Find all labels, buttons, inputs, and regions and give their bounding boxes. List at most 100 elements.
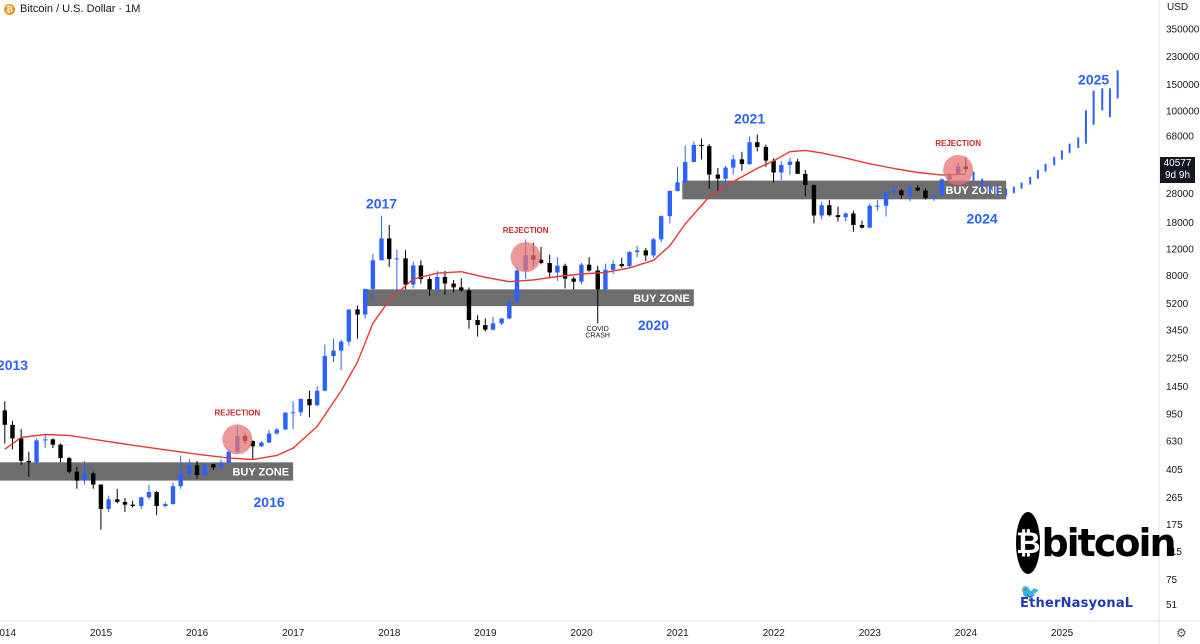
candle bbox=[795, 158, 800, 174]
y-tick-label: 75 bbox=[1166, 575, 1178, 586]
candle-body bbox=[843, 213, 848, 218]
candle-body bbox=[427, 279, 432, 290]
candle-body bbox=[226, 451, 231, 463]
y-tick-label: 150000 bbox=[1166, 80, 1200, 91]
candle bbox=[651, 237, 656, 258]
candle-body bbox=[579, 264, 584, 282]
candle bbox=[490, 316, 496, 331]
x-tick-label: 2014 bbox=[0, 628, 16, 639]
candle bbox=[170, 482, 176, 505]
buy-zone-band bbox=[365, 289, 694, 307]
candle-body bbox=[819, 205, 824, 216]
candle bbox=[91, 471, 96, 489]
candle-body bbox=[346, 309, 352, 342]
candle-body bbox=[691, 144, 697, 163]
candle-body bbox=[42, 439, 48, 441]
candle-body bbox=[411, 265, 416, 285]
projection-candle bbox=[1092, 90, 1095, 125]
candle bbox=[298, 398, 303, 417]
projection-candle bbox=[1060, 150, 1063, 160]
candle-body bbox=[538, 259, 544, 263]
candle bbox=[571, 276, 576, 290]
candle-body bbox=[603, 269, 608, 290]
currency-label[interactable]: USD bbox=[1167, 2, 1189, 13]
candle bbox=[843, 212, 848, 222]
y-tick-label: 100000 bbox=[1166, 106, 1200, 117]
candle-body bbox=[651, 239, 656, 256]
candle-body bbox=[475, 320, 480, 326]
candle bbox=[675, 166, 680, 192]
candle bbox=[939, 178, 944, 197]
candle bbox=[18, 429, 24, 466]
candle-body bbox=[250, 440, 255, 447]
candle-body bbox=[507, 301, 512, 319]
candle-body bbox=[731, 159, 736, 168]
candle bbox=[355, 305, 360, 339]
candle bbox=[827, 200, 832, 217]
candle bbox=[211, 463, 216, 470]
candle bbox=[370, 254, 376, 300]
rejection-circle bbox=[222, 424, 253, 455]
candle-body bbox=[187, 465, 192, 474]
candle-body bbox=[490, 323, 496, 330]
candle bbox=[547, 254, 552, 278]
candle-body bbox=[115, 499, 120, 502]
bitcoin-coin-icon: ₿ bbox=[1016, 512, 1041, 574]
candle-body bbox=[122, 501, 128, 505]
candle-body bbox=[170, 486, 176, 505]
candle bbox=[715, 167, 721, 192]
candle bbox=[26, 451, 32, 477]
annotation-label: COVID bbox=[587, 326, 609, 333]
candle-body bbox=[499, 318, 504, 324]
y-tick-label: 2250 bbox=[1166, 353, 1189, 364]
candle bbox=[146, 484, 152, 500]
candle-body bbox=[466, 290, 472, 320]
candle-body bbox=[442, 276, 448, 284]
candle bbox=[387, 224, 392, 268]
candle bbox=[747, 136, 752, 165]
candle bbox=[739, 151, 745, 171]
candle bbox=[643, 247, 648, 261]
candle bbox=[250, 440, 255, 460]
projection-candle bbox=[972, 171, 975, 181]
buy-zone-label: BUY ZONE bbox=[633, 293, 690, 305]
candle bbox=[346, 309, 352, 346]
y-tick-label: 230000 bbox=[1166, 52, 1200, 63]
x-tick-label: 2022 bbox=[763, 628, 786, 639]
candle bbox=[595, 265, 600, 324]
candle bbox=[42, 435, 48, 449]
candle bbox=[682, 145, 688, 184]
candle-body bbox=[66, 458, 72, 472]
y-tick-label: 12000 bbox=[1166, 244, 1194, 255]
candle bbox=[266, 429, 272, 444]
candle-body bbox=[715, 174, 721, 179]
projection-candle bbox=[1084, 110, 1087, 144]
candle bbox=[634, 245, 640, 258]
candle-body bbox=[899, 190, 904, 196]
x-tick-label: 2023 bbox=[859, 628, 882, 639]
candle bbox=[915, 184, 920, 192]
candle-body bbox=[643, 250, 648, 256]
chart-title: Bitcoin / U.S. Dollar · 1M bbox=[20, 3, 141, 15]
candle bbox=[307, 390, 312, 418]
candle bbox=[82, 460, 87, 485]
chart-header[interactable]: ₿ Bitcoin / U.S. Dollar · 1M bbox=[4, 2, 140, 16]
annotation-label: CRASH bbox=[585, 333, 610, 340]
candle bbox=[106, 495, 111, 512]
candle-body bbox=[891, 190, 896, 193]
x-tick-label: 2016 bbox=[186, 628, 209, 639]
candle bbox=[499, 318, 504, 326]
gear-icon[interactable]: ⚙ bbox=[1176, 626, 1187, 640]
moving-average bbox=[4, 149, 966, 461]
candle-body bbox=[658, 216, 664, 240]
candle bbox=[819, 201, 824, 220]
candle-body bbox=[755, 142, 760, 147]
candle-body bbox=[747, 142, 752, 165]
candle bbox=[418, 260, 424, 284]
candle-body bbox=[610, 263, 616, 270]
candle-body bbox=[803, 173, 808, 185]
candle-body bbox=[795, 161, 800, 174]
candle-body bbox=[459, 287, 464, 291]
